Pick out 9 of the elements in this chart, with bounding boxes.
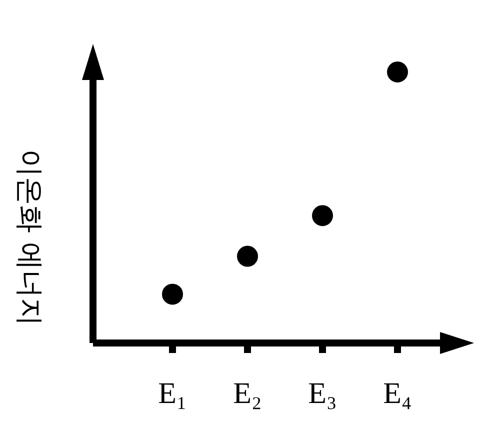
x-tick-label: E₃ (308, 376, 337, 410)
x-tick-label: E₄ (383, 376, 412, 410)
x-tick-label: E₁ (158, 376, 187, 410)
x-tick-label: E₂ (233, 376, 262, 410)
point (387, 62, 408, 82)
y-axis-title: 이온화 에너지 (14, 149, 47, 326)
point (312, 205, 333, 226)
point (237, 246, 258, 267)
point (162, 284, 183, 305)
